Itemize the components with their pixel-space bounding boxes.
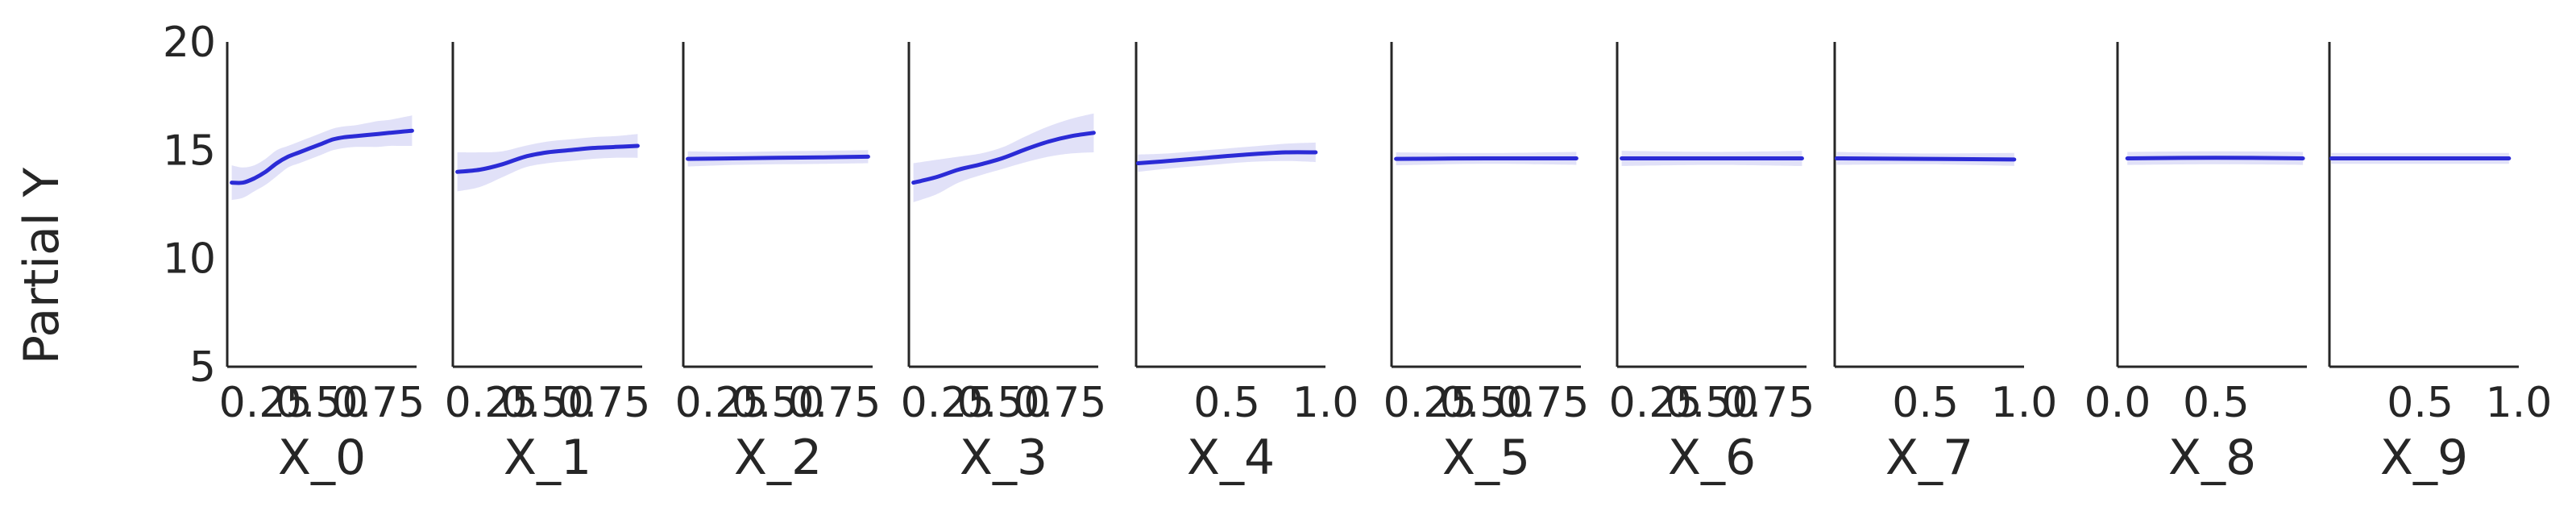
- partial-dependence-line: [230, 128, 414, 185]
- partial-dependence-line: [1834, 156, 2017, 162]
- panel-x_8: 0.0 0.5X_8: [2084, 42, 2307, 486]
- x-tick-label: 1.0: [2486, 379, 2553, 427]
- x-tick-label: 0.25: [445, 379, 538, 427]
- partial-dependence-line: [911, 131, 1096, 185]
- panel-x_9: 0.5 1.0 X_9: [2328, 42, 2553, 486]
- y-tick-label: 10: [163, 235, 216, 284]
- panel-x_5: 0.250.500.75X_5: [1383, 42, 1590, 486]
- x-tick-label: 0.5: [1193, 379, 1260, 427]
- x-axis-label: X_7: [1885, 430, 1973, 486]
- x-tick-label: 0.5: [2183, 379, 2250, 427]
- x-tick-label: 0.50: [732, 379, 825, 427]
- x-tick-label: 1.0: [1991, 379, 2058, 427]
- x-tick-label: 0.25: [1609, 379, 1703, 427]
- panel-x_2: 0.250.500.75X_2: [675, 42, 881, 486]
- x-tick-label: 0.50: [501, 379, 595, 427]
- x-tick-label: 0.75: [1496, 379, 1590, 427]
- partial-dependence-line: [2125, 156, 2305, 160]
- x-tick-label: 0.25: [219, 379, 313, 427]
- x-tick-label: 1.0: [1292, 379, 1359, 427]
- panel-x_1: 0.250.500.75X_1: [445, 42, 651, 486]
- y-tick-label: 15: [163, 127, 216, 175]
- x-tick-label: 0.75: [558, 379, 651, 427]
- x-tick-label: 0.50: [1440, 379, 1533, 427]
- x-axis-label: X_9: [2380, 430, 2468, 486]
- x-axis-label: X_1: [504, 430, 591, 486]
- partial-dependence-line: [455, 143, 640, 174]
- x-tick-label: 0.25: [1383, 379, 1477, 427]
- x-tick-label: 0.75: [1722, 379, 1815, 427]
- x-tick-label: 0.5: [1892, 379, 1959, 427]
- x-tick-label: 0.50: [1665, 379, 1759, 427]
- confidence-band: [231, 115, 413, 201]
- x-axis-label: X_3: [960, 430, 1047, 486]
- panel-x_4: 0.5 1.0 X_4: [1135, 42, 1359, 486]
- partial-dependence-line: [1394, 156, 1578, 161]
- x-tick-label: 0.75: [332, 379, 425, 427]
- partial-dependence-line: [1135, 150, 1318, 165]
- x-tick-label: 0.75: [788, 379, 881, 427]
- x-tick-label: 0.5: [2387, 379, 2454, 427]
- x-tick-label: 0.25: [675, 379, 769, 427]
- y-axis-label: Partial Y: [14, 168, 70, 365]
- x-axis-label: X_5: [1442, 430, 1530, 486]
- panel-x_3: 0.250.500.75X_3: [901, 42, 1107, 486]
- x-tick-label: 0.50: [276, 379, 369, 427]
- x-axis-label: X_6: [1668, 430, 1756, 486]
- x-axis-label: X_0: [278, 430, 366, 486]
- y-tick-label: 20: [163, 19, 216, 67]
- x-axis-label: X_4: [1187, 430, 1275, 486]
- x-tick-label: 0.50: [957, 379, 1051, 427]
- x-tick-label: 0.0: [2084, 379, 2151, 427]
- x-tick-label: 0.75: [1014, 379, 1107, 427]
- x-axis-label: X_2: [734, 430, 822, 486]
- x-axis-label: X_8: [2168, 430, 2256, 486]
- partial-dependence-line: [686, 154, 870, 161]
- confidence-band: [457, 134, 638, 192]
- x-tick-label: 0.25: [901, 379, 994, 427]
- panel-x_0: 0.250.500.75X_0: [219, 42, 425, 486]
- panel-x_6: 0.250.500.75X_6: [1609, 42, 1815, 486]
- panels: 51015200.250.500.75X_00.250.500.75X_10.2…: [163, 19, 2553, 486]
- panel-x_7: 0.5 1.0 X_7: [1833, 42, 2058, 486]
- y-tick-label: 5: [189, 343, 216, 392]
